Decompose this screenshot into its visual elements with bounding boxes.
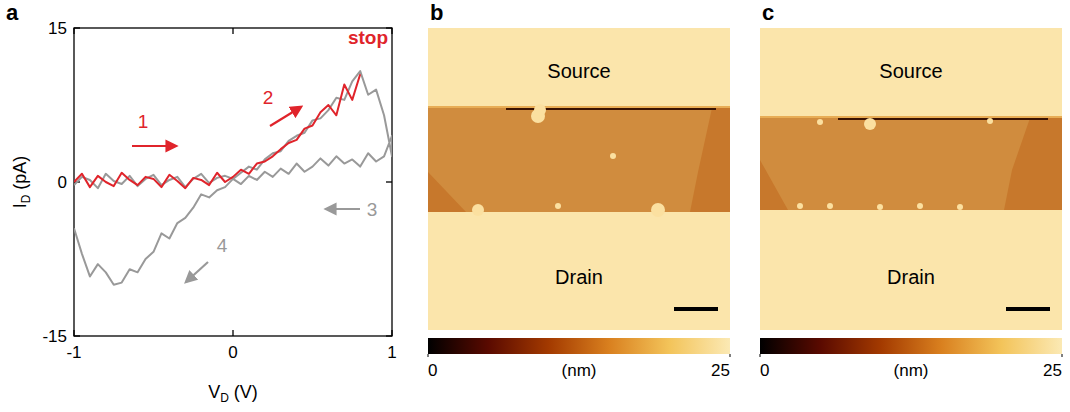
plot-frame: [74, 28, 392, 336]
electrode: [760, 28, 1062, 330]
y-tick-label: -15: [42, 327, 67, 346]
colorbar-tick: [1062, 354, 1063, 357]
y-axis-title: ID (pA): [10, 156, 33, 209]
colorbar-tick: [428, 354, 429, 357]
particle: [864, 118, 876, 130]
label-subscript: D: [19, 194, 33, 203]
label-unit: (V): [229, 382, 258, 402]
particle: [472, 204, 484, 216]
afm-image: [428, 28, 730, 330]
particle: [555, 203, 561, 209]
annotation-arrow: [270, 107, 301, 126]
particle: [534, 104, 546, 116]
scale-bar: [1006, 307, 1050, 311]
x-tick: [232, 28, 233, 34]
channel: [760, 118, 1062, 210]
colorbar-tick: [730, 354, 731, 357]
y-tick-label: 15: [48, 19, 67, 38]
annotation-arrow: [186, 262, 208, 282]
x-tick: [73, 28, 74, 34]
particle: [987, 118, 993, 124]
electrode-label: Drain: [887, 266, 935, 288]
y-tick-label: 0: [58, 173, 67, 192]
channel: [428, 108, 730, 212]
y-tick: [74, 335, 80, 336]
colorbar-tick: [760, 354, 761, 357]
x-tick: [232, 330, 233, 336]
colorbar: [760, 338, 1062, 354]
afm-image: [760, 28, 1062, 330]
edge: [428, 106, 730, 108]
colorbar-tick-label: 25: [711, 361, 730, 380]
particle: [957, 204, 963, 210]
particle: [877, 204, 883, 210]
panel-label: a: [6, 0, 19, 25]
particle: [827, 203, 833, 209]
y-tick: [74, 27, 80, 28]
annotation-arrow: [326, 208, 360, 210]
scale-bar: [674, 307, 718, 311]
colorbar-label: (nm): [894, 361, 929, 380]
panel-label: b: [430, 0, 443, 25]
colorbar-tick-label: 0: [760, 361, 769, 380]
annotation: 4: [217, 235, 228, 256]
y-tick: [386, 181, 392, 182]
particle: [817, 119, 823, 125]
y-tick: [386, 335, 392, 336]
annotation: 2: [263, 87, 274, 108]
iv-curve: [74, 74, 360, 188]
annotation: 1: [138, 111, 149, 132]
annotation-arrow: [132, 145, 176, 147]
colorbar-tick-label: 25: [1043, 361, 1062, 380]
series-group: [74, 71, 392, 285]
x-tick-label: -1: [66, 343, 81, 362]
particle: [917, 203, 923, 209]
label-subscript: D: [220, 391, 229, 405]
colorbar-tick-label: 0: [428, 361, 437, 380]
label-unit: (pA): [10, 156, 30, 195]
x-tick: [391, 28, 392, 34]
panel-label: c: [762, 0, 774, 25]
label-symbol: V: [208, 382, 220, 402]
electrode-label: Drain: [555, 266, 603, 288]
flake: [428, 108, 712, 212]
x-tick: [73, 330, 74, 336]
particle: [797, 203, 803, 209]
flake: [760, 118, 1030, 210]
figure: -101-15015VD (V)ID (pA)a12stop34SourceDr…: [0, 0, 1070, 412]
electrode-label: Source: [879, 60, 942, 82]
particle: [651, 203, 665, 217]
x-tick-label: 1: [387, 343, 396, 362]
iv-curve: [74, 71, 392, 285]
colorbar: [428, 338, 730, 354]
x-axis-title: VD (V): [208, 382, 258, 405]
colorbar-label: (nm): [562, 361, 597, 380]
x-tick-label: 0: [228, 343, 237, 362]
edge: [760, 116, 1062, 118]
annotation: stop: [348, 27, 388, 48]
electrode: [428, 28, 730, 330]
x-tick: [391, 330, 392, 336]
annotation: 3: [367, 199, 378, 220]
electrode-label: Source: [547, 60, 610, 82]
particle: [610, 153, 616, 159]
